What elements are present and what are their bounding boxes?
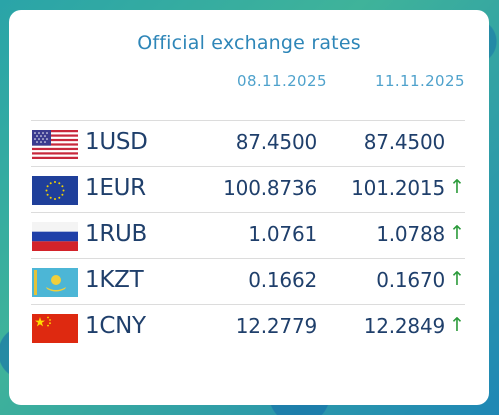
rate-value-1: 0.1662 [248,268,317,292]
exchange-rates-card: Official exchange rates 08.11.2025 11.11… [9,10,489,405]
rate-row-eur: 1EUR 100.8736 101.2015 ↑ [31,166,465,213]
us-flag-icon [32,130,78,159]
eu-flag-icon [32,176,78,205]
ru-flag-icon [32,222,78,251]
rate-row-usd: 1USD 87.4500 87.4500 [31,120,465,167]
rate-value-2: 12.2849 [363,314,446,338]
trend-arrow-icon: ↑ [449,314,465,336]
rate-value-1: 87.4500 [235,130,318,154]
rate-value-1: 12.2779 [235,314,318,338]
currency-code: 1EUR [85,175,146,201]
date-header-2: 11.11.2025 [375,72,465,90]
trend-arrow-icon: ↑ [449,176,465,198]
rate-value-2: 1.0788 [376,222,445,246]
rate-value-2: 101.2015 [351,176,445,200]
rate-value-2: 87.4500 [363,130,446,154]
rate-row-cny: 1CNY 12.2779 12.2849 ↑ [31,304,465,351]
cn-flag-icon [32,314,78,343]
rate-value-2: 0.1670 [376,268,445,292]
kz-flag-icon [32,268,78,297]
rate-row-rub: 1RUB 1.0761 1.0788 ↑ [31,212,465,259]
trend-arrow-icon: ↑ [449,222,465,244]
trend-arrow-icon: ↑ [449,268,465,290]
currency-code: 1CNY [85,313,146,339]
date-header-1: 08.11.2025 [237,72,327,90]
rate-row-kzt: 1KZT 0.1662 0.1670 ↑ [31,258,465,305]
currency-code: 1USD [85,129,148,155]
rate-value-1: 1.0761 [248,222,317,246]
currency-code: 1RUB [85,221,148,247]
card-title: Official exchange rates [137,32,361,54]
currency-code: 1KZT [85,267,144,293]
rate-value-1: 100.8736 [223,176,317,200]
